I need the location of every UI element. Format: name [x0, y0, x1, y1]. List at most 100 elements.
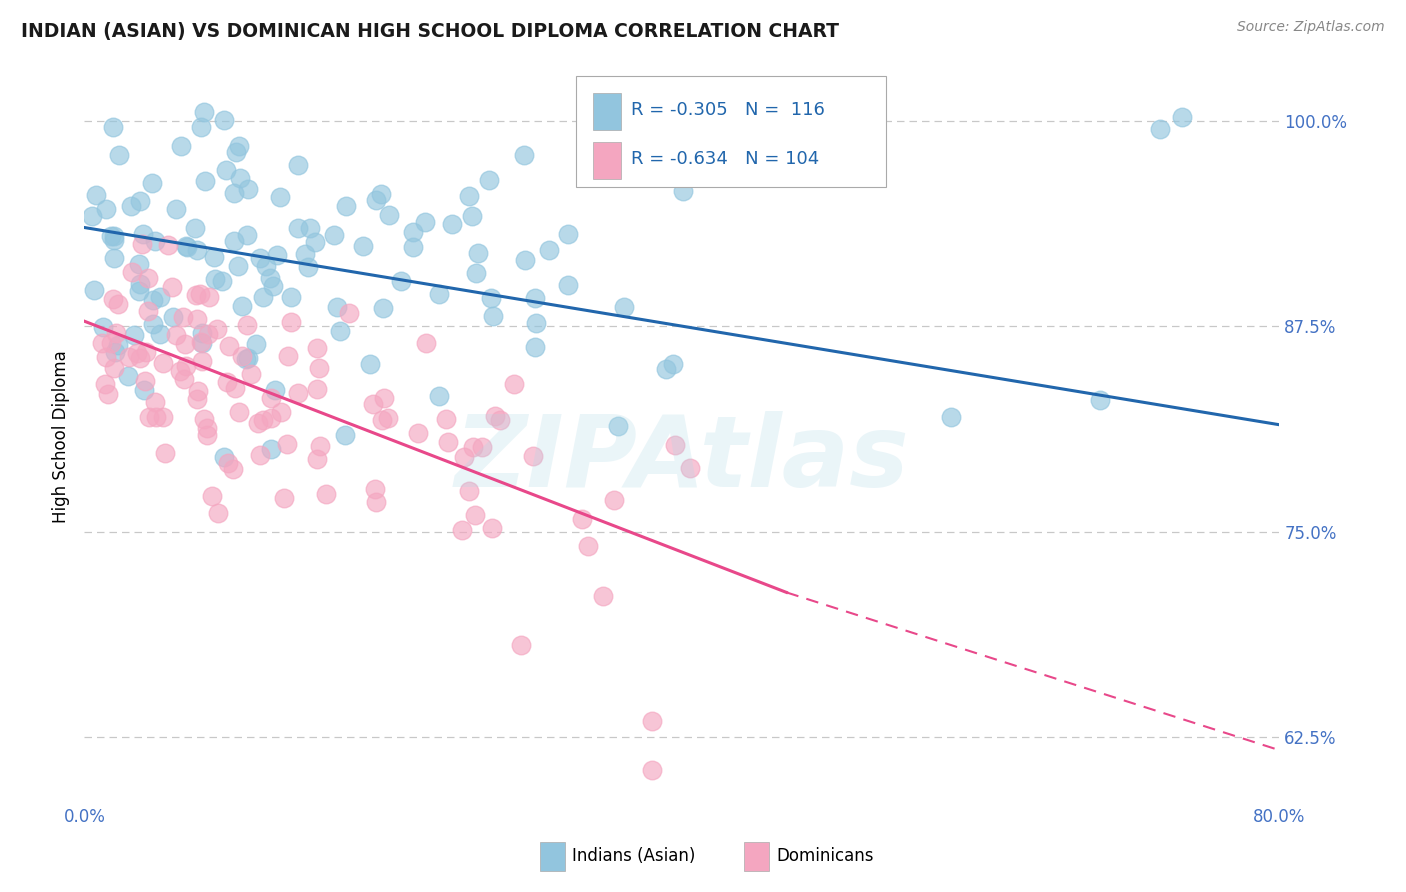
- Point: [1149, 121, 1171, 136]
- Point: [84, 187, 107, 202]
- Point: [217, 456, 239, 470]
- Point: [231, 349, 253, 363]
- Point: [366, 193, 388, 207]
- Point: [1171, 111, 1194, 125]
- Point: [211, 274, 233, 288]
- Point: [103, 252, 125, 266]
- Point: [143, 395, 166, 409]
- Point: [363, 482, 385, 496]
- Point: [169, 364, 191, 378]
- Point: [307, 383, 329, 397]
- Point: [100, 335, 122, 350]
- Point: [132, 383, 155, 397]
- Point: [236, 182, 259, 196]
- Point: [94, 351, 117, 365]
- Point: [186, 288, 208, 302]
- Point: [197, 326, 219, 341]
- Point: [136, 304, 159, 318]
- Point: [240, 367, 263, 381]
- Point: [103, 360, 125, 375]
- Text: Source: ZipAtlas.com: Source: ZipAtlas.com: [1237, 20, 1385, 34]
- Point: [120, 199, 142, 213]
- Point: [191, 336, 214, 351]
- Point: [103, 233, 125, 247]
- Point: [523, 291, 546, 305]
- Point: [484, 409, 506, 424]
- Point: [94, 202, 117, 216]
- Point: [149, 326, 172, 341]
- Point: [280, 315, 302, 329]
- Point: [264, 384, 287, 398]
- Point: [201, 490, 224, 504]
- Point: [571, 512, 593, 526]
- Point: [287, 385, 309, 400]
- Point: [366, 495, 388, 509]
- Point: [522, 449, 544, 463]
- Point: [276, 437, 298, 451]
- Point: [195, 421, 218, 435]
- Point: [434, 411, 457, 425]
- Point: [260, 391, 283, 405]
- Point: [174, 336, 197, 351]
- Point: [576, 539, 599, 553]
- Point: [135, 345, 157, 359]
- Point: [488, 413, 510, 427]
- Point: [471, 441, 494, 455]
- Y-axis label: High School Diploma: High School Diploma: [52, 351, 70, 524]
- Point: [373, 391, 395, 405]
- Point: [249, 448, 271, 462]
- Point: [218, 339, 240, 353]
- Point: [406, 426, 429, 441]
- Point: [191, 326, 214, 340]
- Point: [402, 240, 425, 254]
- Point: [190, 286, 212, 301]
- Point: [481, 521, 503, 535]
- Point: [131, 236, 153, 251]
- Point: [260, 410, 283, 425]
- Point: [510, 638, 533, 652]
- Point: [359, 357, 381, 371]
- Point: [273, 491, 295, 506]
- Text: ZIPAtlas: ZIPAtlas: [454, 410, 910, 508]
- Point: [378, 208, 401, 222]
- Point: [157, 237, 180, 252]
- Text: INDIAN (ASIAN) VS DOMINICAN HIGH SCHOOL DIPLOMA CORRELATION CHART: INDIAN (ASIAN) VS DOMINICAN HIGH SCHOOL …: [21, 22, 839, 41]
- Point: [458, 189, 481, 203]
- Point: [679, 461, 702, 475]
- Point: [557, 278, 579, 293]
- Point: [145, 410, 167, 425]
- Point: [249, 251, 271, 265]
- Point: [461, 210, 484, 224]
- Point: [97, 386, 120, 401]
- Point: [205, 322, 228, 336]
- Point: [117, 368, 139, 383]
- Point: [441, 217, 464, 231]
- Point: [236, 318, 259, 333]
- Point: [245, 337, 267, 351]
- Point: [370, 187, 392, 202]
- Point: [457, 483, 479, 498]
- Point: [174, 239, 197, 253]
- Point: [437, 435, 460, 450]
- Text: Indians (Asian): Indians (Asian): [572, 847, 696, 865]
- Point: [186, 244, 208, 258]
- Point: [149, 290, 172, 304]
- Point: [194, 174, 217, 188]
- Point: [165, 202, 187, 217]
- Point: [523, 340, 546, 354]
- Point: [524, 316, 547, 330]
- Point: [80, 210, 103, 224]
- Point: [252, 290, 274, 304]
- Point: [260, 442, 283, 456]
- Point: [94, 376, 117, 391]
- Point: [606, 418, 628, 433]
- Point: [235, 351, 257, 366]
- Point: [270, 405, 292, 419]
- Text: R = -0.305   N =  116: R = -0.305 N = 116: [631, 101, 825, 119]
- Point: [557, 227, 579, 242]
- Point: [254, 260, 277, 274]
- Point: [315, 487, 337, 501]
- Point: [176, 240, 198, 254]
- Point: [186, 312, 208, 326]
- Point: [207, 506, 229, 520]
